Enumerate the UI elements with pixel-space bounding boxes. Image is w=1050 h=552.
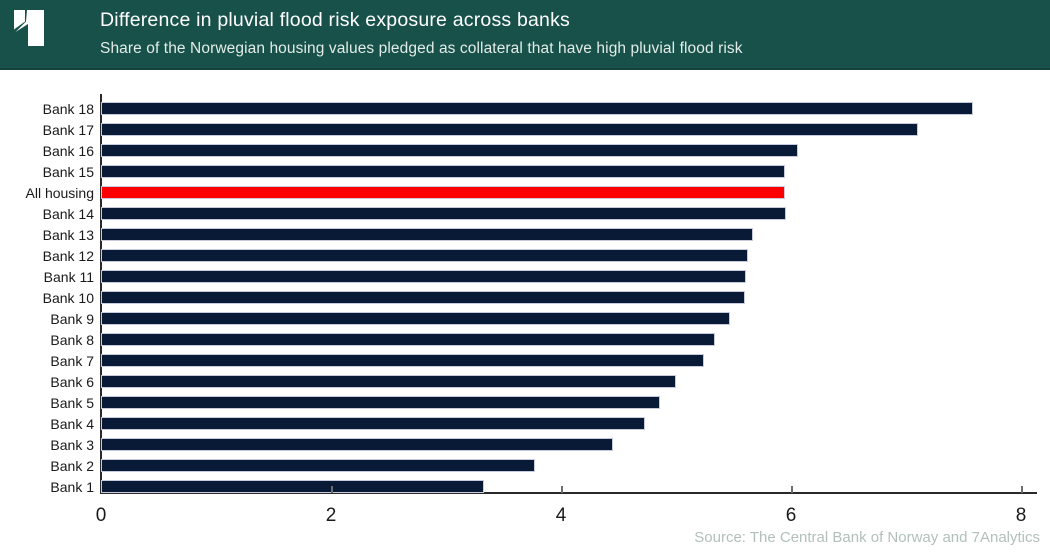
category-label: Bank 13 (42, 226, 94, 243)
chart-subtitle: Share of the Norwegian housing values pl… (100, 40, 743, 57)
data-bar (101, 249, 749, 262)
header: Difference in pluvial flood risk exposur… (0, 0, 1050, 70)
data-bar (101, 354, 704, 367)
category-label: Bank 10 (42, 289, 94, 306)
category-label: Bank 11 (43, 268, 94, 285)
data-bar (101, 459, 535, 472)
7analytics-logo-icon (14, 10, 44, 46)
x-axis-tick (331, 486, 333, 493)
x-axis-tick-label: 4 (555, 505, 567, 526)
category-label: Bank 16 (42, 142, 94, 159)
x-axis-tick-label: 0 (95, 505, 107, 526)
data-bar (101, 333, 716, 346)
data-bar (101, 312, 731, 325)
x-axis-tick-label: 2 (325, 505, 337, 526)
logo-flag-shape (14, 10, 25, 30)
category-label: All housing (25, 184, 95, 201)
category-label: Bank 6 (50, 373, 94, 390)
category-label: Bank 1 (50, 478, 94, 495)
category-label: Bank 18 (42, 100, 94, 117)
category-label: Bank 2 (50, 457, 94, 474)
data-bar (101, 396, 660, 409)
x-axis-tick (791, 486, 793, 493)
category-label: Bank 17 (42, 121, 94, 138)
category-label: Bank 3 (50, 436, 94, 453)
data-bar (101, 102, 973, 115)
highlight-bar (101, 186, 786, 199)
source-note: Source: The Central Bank of Norway and 7… (694, 529, 1040, 546)
category-label: Bank 7 (50, 352, 94, 369)
logo-seven-shape (15, 10, 44, 46)
data-bar (101, 480, 484, 493)
category-label: Bank 14 (42, 205, 94, 222)
y-axis-line (100, 94, 102, 493)
x-axis-tick-label: 6 (785, 505, 797, 526)
data-bar (101, 270, 747, 283)
data-bar (101, 417, 645, 430)
x-axis-line (100, 492, 1037, 494)
x-axis-tick (1021, 486, 1023, 493)
category-label: Bank 4 (50, 415, 94, 432)
data-bar (101, 123, 918, 136)
data-bar (101, 375, 676, 388)
category-label: Bank 9 (50, 310, 94, 327)
data-bar (101, 144, 798, 157)
data-bar (101, 165, 786, 178)
data-bar (101, 228, 754, 241)
category-label: Bank 12 (42, 247, 94, 264)
category-label: Bank 5 (50, 394, 94, 411)
data-bar (101, 207, 787, 220)
category-label: Bank 15 (42, 163, 94, 180)
x-axis-tick (561, 486, 563, 493)
data-bar (101, 291, 745, 304)
category-label: Bank 8 (50, 331, 94, 348)
data-bar (101, 438, 613, 451)
chart-title: Difference in pluvial flood risk exposur… (100, 9, 571, 31)
x-axis-tick-label: 8 (1015, 505, 1027, 526)
